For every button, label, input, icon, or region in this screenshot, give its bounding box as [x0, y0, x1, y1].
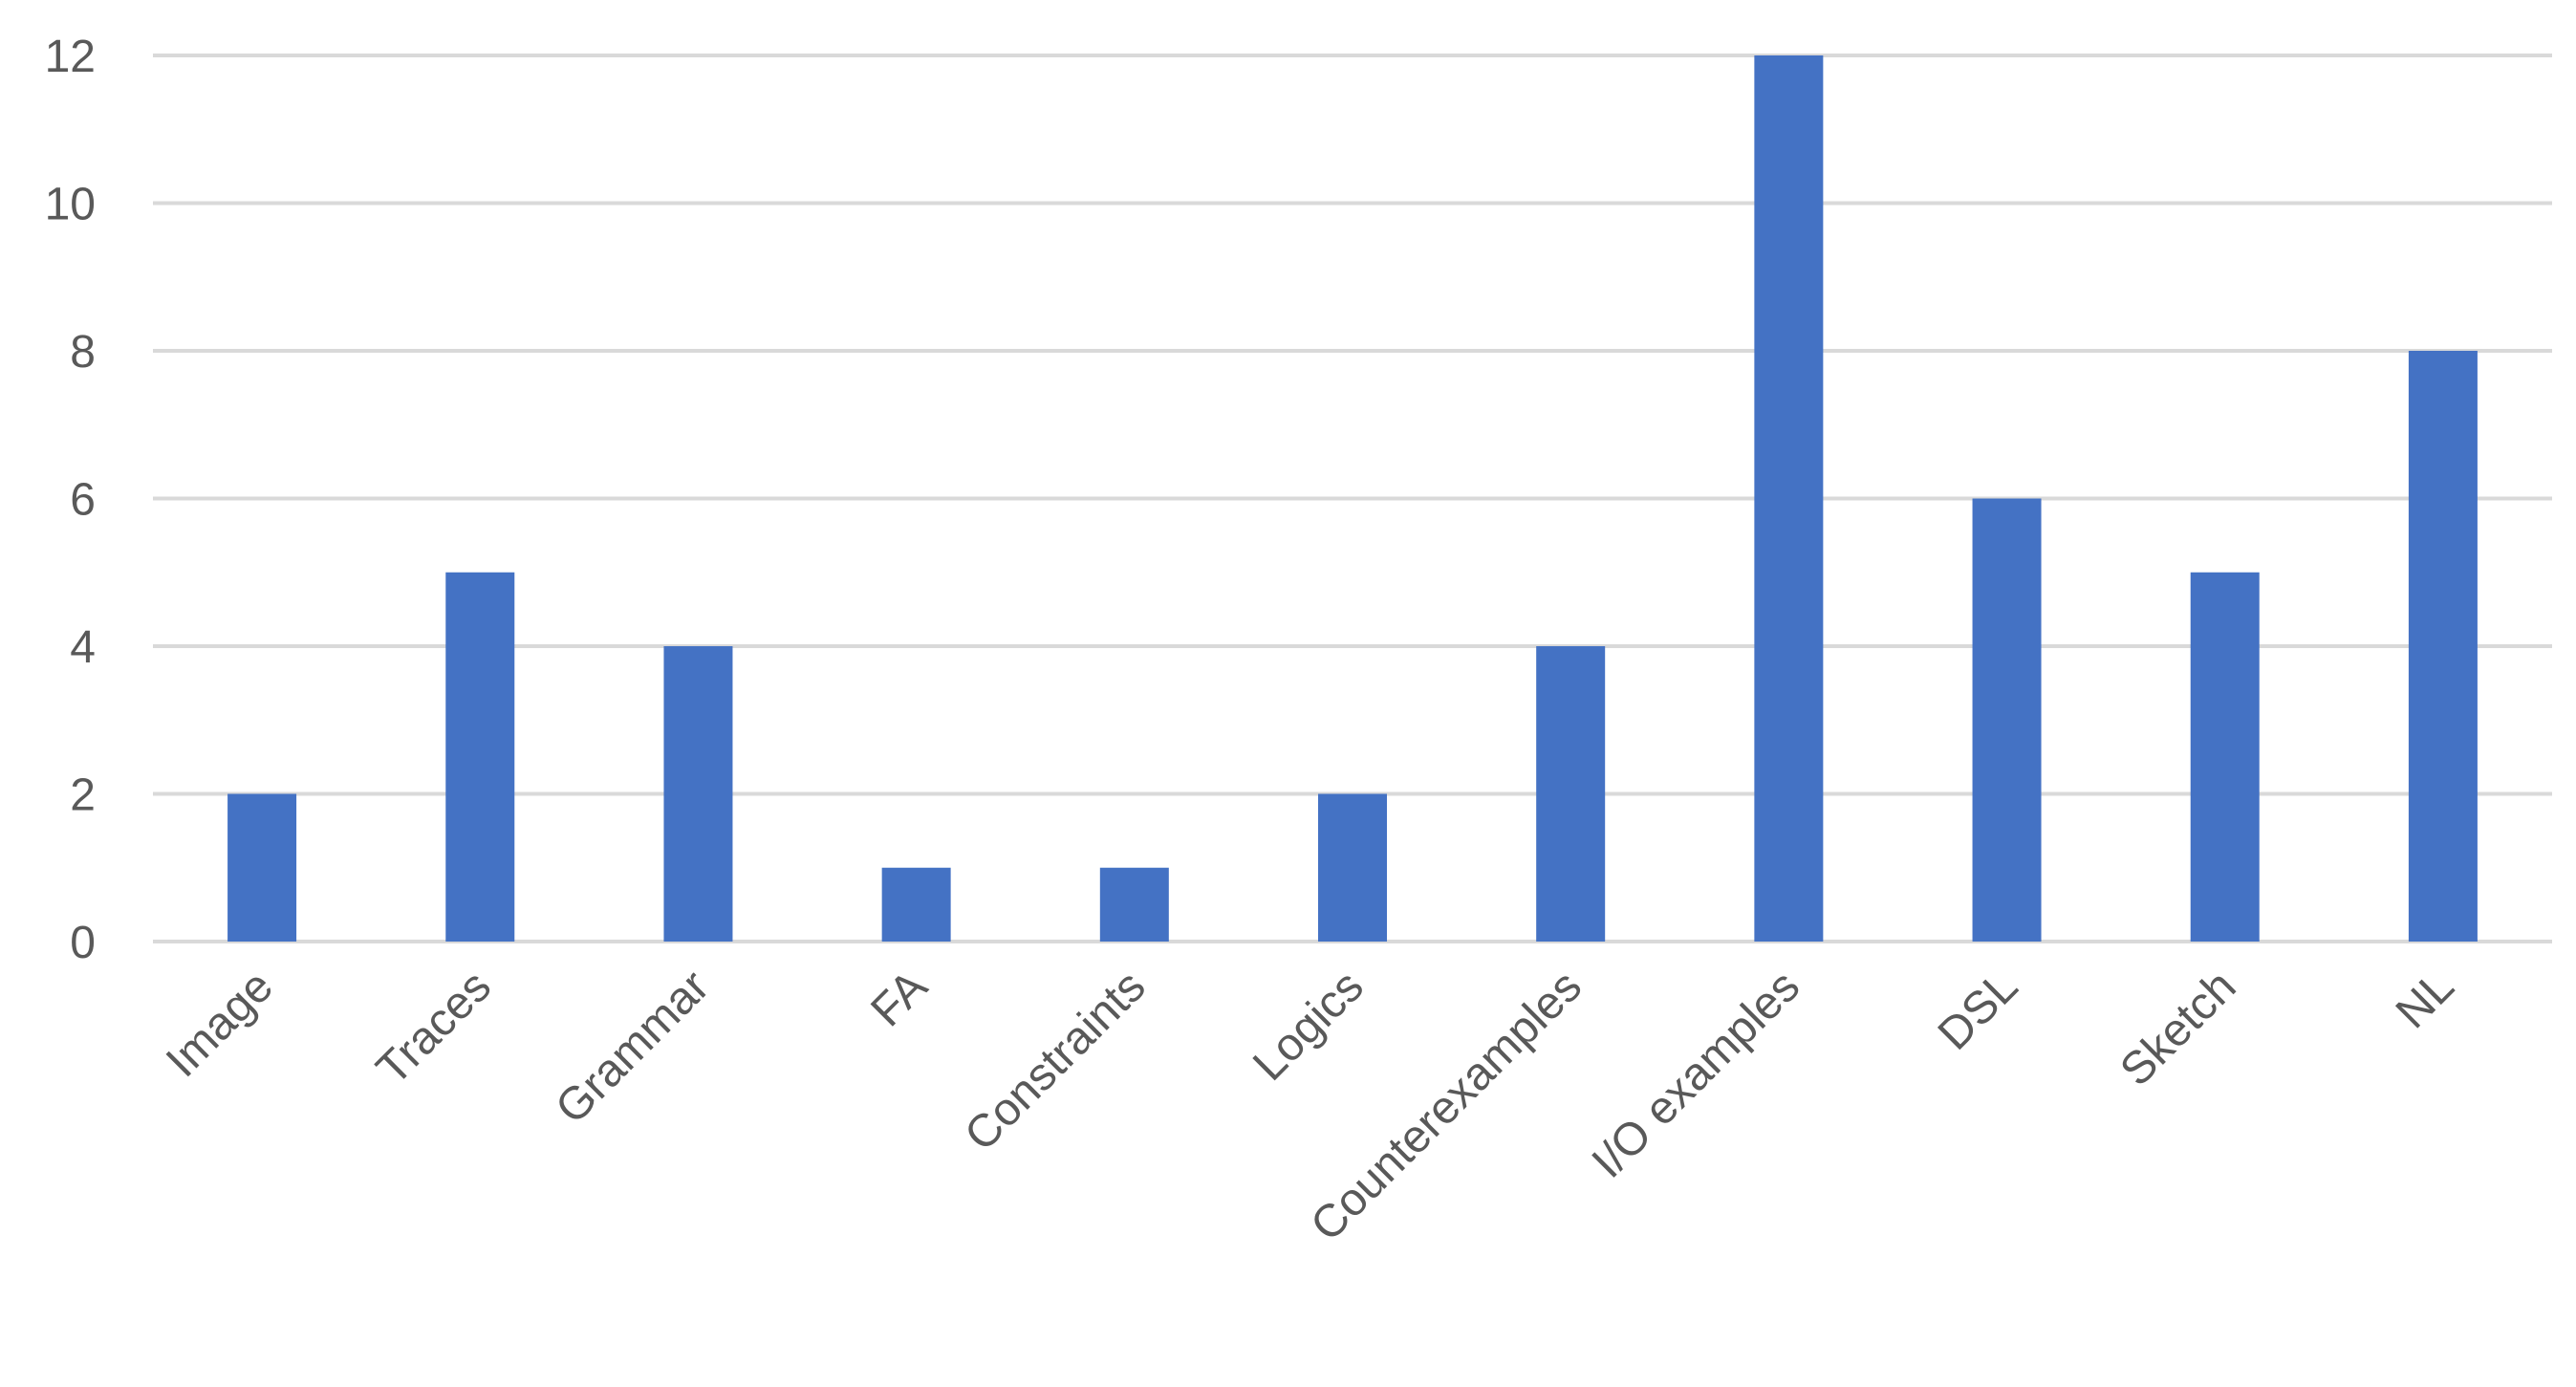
- gridlines: [153, 54, 2552, 943]
- bar-i-o-examples: [1754, 55, 1824, 942]
- x-tick-label: Logics: [1244, 961, 1374, 1091]
- bar-logics: [1318, 793, 1387, 942]
- bar-traces: [445, 572, 515, 942]
- x-tick-label: Traces: [367, 961, 501, 1094]
- bar-sketch: [2190, 572, 2260, 942]
- y-tick-label: 8: [70, 327, 96, 378]
- bar-counterexamples: [1536, 646, 1606, 942]
- x-tick-label: I/O examples: [1583, 961, 1809, 1187]
- x-tick-label: Grammar: [546, 961, 719, 1134]
- y-tick-label: 4: [70, 622, 96, 673]
- bar-dsl: [1972, 498, 2042, 942]
- bars: [227, 55, 2478, 942]
- x-tick-label: DSL: [1929, 961, 2028, 1060]
- x-tick-label: Constraints: [955, 961, 1155, 1160]
- x-tick-label: Image: [157, 961, 283, 1087]
- bar-image: [227, 793, 297, 942]
- y-tick-label: 2: [70, 770, 96, 821]
- x-tick-label: FA: [861, 961, 937, 1036]
- y-tick-label: 10: [45, 180, 96, 230]
- bar-fa: [881, 867, 951, 942]
- y-tick-label: 6: [70, 475, 96, 526]
- x-tick-label: Sketch: [2111, 961, 2245, 1095]
- x-axis-ticks: Image Traces Grammar FA Constraints LogicsCou…: [157, 961, 2464, 1250]
- bar-constraints: [1099, 867, 1169, 942]
- x-tick-label: NL: [2387, 961, 2464, 1038]
- y-tick-label: 12: [45, 32, 96, 82]
- bar-grammar: [663, 646, 733, 942]
- y-tick-label: 0: [70, 918, 96, 968]
- bar-nl: [2408, 351, 2478, 942]
- y-axis-ticks: 0 2 4 6 8 10 12: [45, 32, 96, 968]
